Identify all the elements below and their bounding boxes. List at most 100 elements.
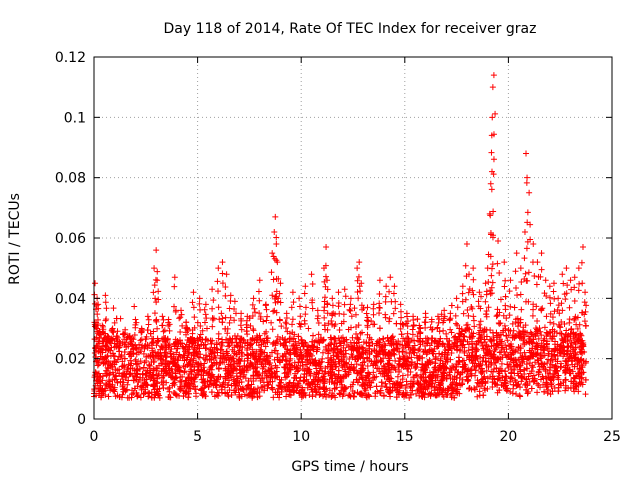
data-point — [219, 259, 226, 266]
data-point — [534, 356, 541, 363]
data-point — [500, 327, 507, 334]
data-point — [399, 362, 406, 369]
data-point — [269, 250, 276, 257]
data-point — [436, 350, 443, 357]
data-point — [498, 360, 505, 367]
data-point — [524, 174, 531, 181]
data-point — [422, 324, 429, 331]
data-point — [103, 316, 110, 323]
data-point — [581, 349, 588, 356]
data-point — [350, 379, 357, 386]
data-point — [209, 371, 216, 378]
data-point — [491, 366, 498, 372]
data-point — [489, 279, 496, 286]
data-point — [319, 393, 326, 400]
data-point — [209, 286, 216, 293]
data-point — [215, 265, 222, 272]
data-point — [268, 269, 275, 276]
data-point — [147, 375, 154, 382]
data-point — [390, 380, 397, 387]
data-point — [171, 390, 178, 397]
data-point — [577, 330, 584, 337]
data-point — [160, 316, 167, 323]
data-point — [534, 317, 541, 324]
data-point — [276, 317, 283, 324]
data-point — [190, 289, 197, 296]
data-point — [533, 343, 540, 350]
data-point — [177, 329, 184, 336]
data-point — [416, 346, 423, 353]
data-point — [530, 372, 537, 379]
data-point — [302, 311, 309, 318]
data-point — [223, 336, 230, 343]
data-point — [496, 349, 503, 356]
data-point — [471, 323, 478, 330]
data-point — [404, 313, 411, 320]
data-point — [112, 372, 119, 379]
data-point — [215, 330, 222, 337]
data-point — [216, 316, 223, 323]
data-point — [404, 330, 411, 337]
data-point — [523, 245, 530, 252]
data-point — [332, 321, 339, 328]
data-point — [495, 320, 502, 327]
data-point — [154, 268, 161, 275]
data-point — [283, 320, 290, 327]
data-point — [170, 351, 177, 358]
data-point — [534, 341, 541, 348]
data-point — [282, 369, 289, 376]
data-point — [238, 326, 245, 333]
data-point — [448, 329, 455, 336]
data-point — [249, 301, 256, 308]
data-point — [523, 179, 530, 186]
data-point — [305, 366, 312, 373]
data-point — [219, 315, 226, 322]
data-point — [382, 314, 389, 321]
data-point — [440, 327, 447, 334]
data-point — [425, 373, 432, 380]
data-point — [452, 339, 459, 346]
data-point — [196, 295, 203, 302]
data-point — [392, 357, 399, 364]
data-point — [421, 365, 428, 372]
data-point — [516, 334, 523, 341]
data-point — [159, 360, 166, 367]
data-point — [399, 376, 406, 383]
data-point — [547, 319, 554, 326]
data-point — [208, 389, 215, 396]
data-point — [501, 259, 508, 266]
data-point — [575, 287, 582, 294]
data-point — [557, 364, 564, 371]
data-point — [567, 342, 574, 349]
data-point — [307, 382, 314, 389]
x-axis-title: GPS time / hours — [291, 459, 408, 475]
data-point — [489, 84, 496, 91]
data-point — [145, 393, 152, 400]
data-point — [119, 362, 126, 369]
data-point — [302, 283, 309, 290]
data-point — [559, 271, 566, 278]
data-point — [154, 325, 161, 332]
data-point — [401, 338, 408, 345]
data-point — [247, 385, 254, 392]
data-point — [386, 315, 393, 322]
data-point — [376, 339, 383, 346]
data-point — [101, 354, 108, 361]
data-point — [563, 327, 570, 334]
data-point — [176, 315, 183, 322]
data-point — [226, 356, 233, 363]
data-point — [571, 317, 578, 324]
data-point — [155, 288, 162, 295]
data-point — [131, 331, 138, 338]
data-point — [353, 330, 360, 337]
data-point — [265, 355, 272, 362]
y-tick-label: 0.06 — [55, 231, 86, 247]
data-point — [299, 340, 306, 347]
x-tick-label: 0 — [90, 429, 99, 445]
data-point — [296, 295, 303, 302]
data-point — [347, 295, 354, 302]
data-point — [172, 370, 179, 377]
data-point — [478, 293, 485, 300]
data-point — [529, 340, 536, 347]
